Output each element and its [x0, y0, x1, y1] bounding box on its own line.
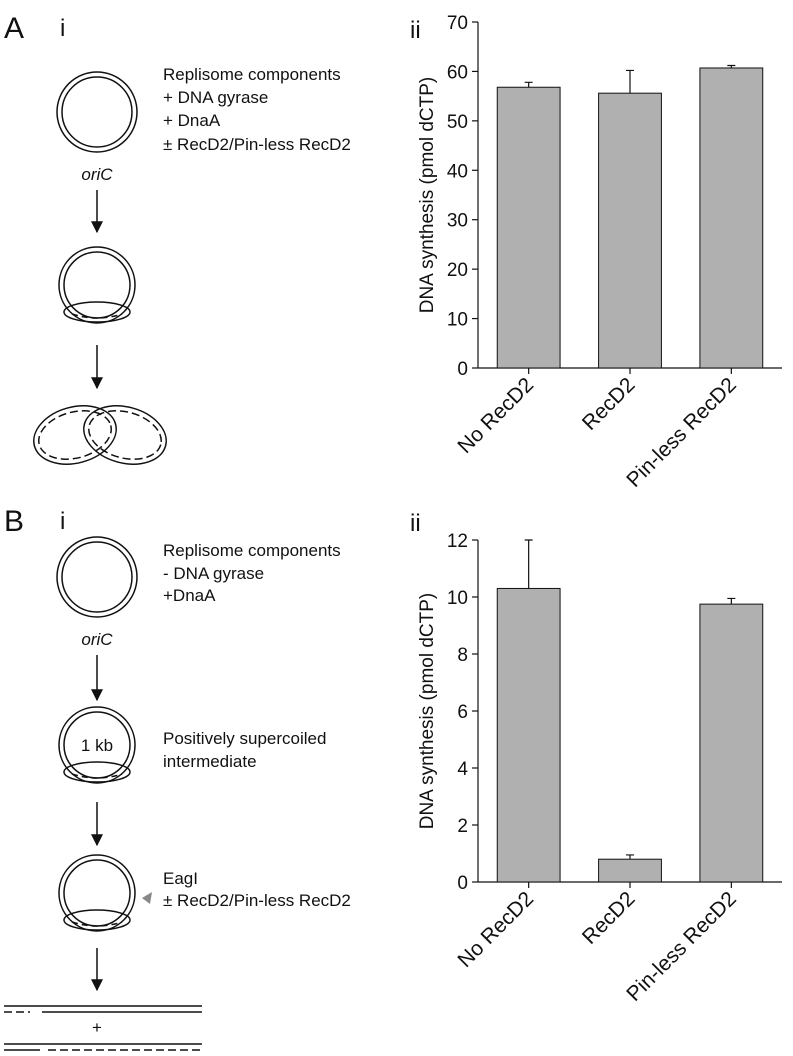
bar — [699, 603, 764, 883]
y-axis-label: DNA synthesis (pmol dCTP) — [417, 77, 438, 314]
y-tick-label: 30 — [447, 211, 468, 232]
x-tick-label: No RecD2 — [453, 887, 538, 972]
diagram-b — [4, 536, 202, 1051]
diagram-a — [33, 71, 167, 465]
x-tick-label: RecD2 — [578, 373, 640, 435]
y-tick-label: 2 — [457, 816, 468, 837]
error-bar — [727, 597, 736, 605]
condition: + DNA gyrase — [163, 88, 268, 107]
sub-label: i — [60, 508, 65, 535]
panel-label: B — [4, 505, 24, 538]
error-bar — [524, 539, 533, 589]
bar — [496, 86, 561, 369]
y-tick-label: 70 — [447, 13, 468, 34]
cut-label: EagI — [163, 869, 198, 888]
intermediate: intermediate — [163, 752, 257, 771]
origin-label: oriC — [81, 165, 113, 184]
x-tick-label: Pin-less RecD2 — [622, 887, 741, 1006]
y-tick-label: 0 — [457, 873, 468, 894]
y-tick-label: 4 — [457, 759, 468, 780]
origin-label: oriC — [81, 630, 113, 649]
bar — [598, 92, 662, 369]
y-tick-label: 50 — [447, 112, 468, 133]
y-axis-label: DNA synthesis (pmol dCTP) — [417, 593, 438, 830]
error-bar — [626, 854, 634, 860]
bar — [496, 587, 561, 883]
plasmid-label: 1 kb — [81, 736, 113, 755]
condition: Replisome components — [163, 541, 341, 560]
condition: Replisome components — [163, 65, 341, 84]
error-bar — [727, 64, 736, 68]
y-tick-label: 40 — [447, 161, 468, 182]
x-tick-label: RecD2 — [578, 887, 640, 949]
intermediate: Positively supercoiled — [163, 729, 326, 748]
x-tick-label: Pin-less RecD2 — [622, 373, 741, 492]
condition: +DnaA — [163, 586, 216, 605]
y-tick-label: 10 — [447, 588, 468, 609]
condition: - DNA gyrase — [163, 564, 264, 583]
y-tick-label: 20 — [447, 260, 468, 281]
y-tick-label: 12 — [447, 531, 468, 552]
error-bar — [626, 69, 634, 94]
condition: ± RecD2/Pin-less RecD2 — [163, 135, 351, 154]
panel-label: A — [4, 12, 24, 45]
error-bar — [524, 81, 533, 88]
y-tick-label: 60 — [447, 62, 468, 83]
sub-label: i — [60, 15, 65, 42]
x-tick-label: No RecD2 — [453, 373, 538, 458]
bar — [598, 858, 662, 883]
cut-label: ± RecD2/Pin-less RecD2 — [163, 891, 351, 910]
condition: + DnaA — [163, 111, 221, 130]
y-tick-label: 8 — [457, 645, 468, 666]
sub-label: ii — [410, 510, 421, 537]
bar — [699, 67, 764, 369]
plus: + — [92, 1018, 102, 1037]
sub-label: ii — [410, 17, 421, 44]
y-tick-label: 0 — [457, 359, 468, 380]
y-tick-label: 10 — [447, 310, 468, 331]
y-tick-label: 6 — [457, 702, 468, 723]
